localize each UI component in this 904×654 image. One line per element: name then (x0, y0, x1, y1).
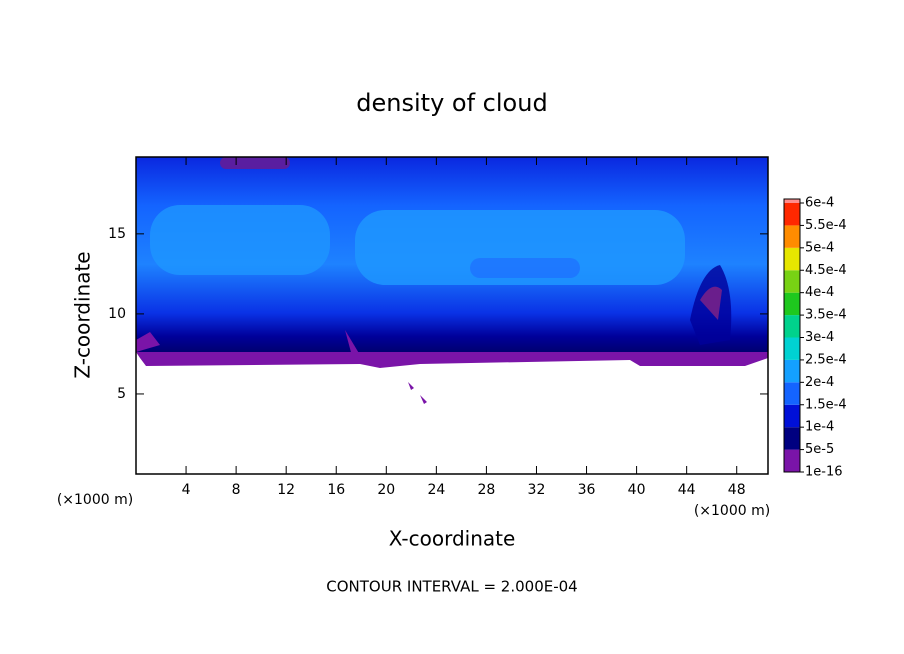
colorbar-label: 1.5e-4 (805, 397, 847, 412)
x-tick-label: 36 (578, 482, 596, 498)
colorbar-band (784, 203, 800, 226)
x-tick-label: 24 (427, 482, 445, 498)
x-tick-label: 8 (232, 482, 241, 498)
colorbar-label: 5.5e-4 (805, 218, 847, 233)
x-tick-label: 44 (678, 482, 696, 498)
x-tick-label: 12 (277, 482, 295, 498)
field-region (408, 382, 427, 404)
colorbar-band (784, 449, 800, 472)
axis-unit: (×1000 m) (694, 503, 770, 519)
colorbar-band (784, 337, 800, 360)
colorbar-label: 5e-4 (805, 240, 834, 255)
colorbar-band (784, 199, 800, 203)
colorbar-label: 3e-4 (805, 330, 834, 345)
x-tick-label: 28 (478, 482, 496, 498)
chart-title: density of cloud (356, 89, 547, 117)
colorbar-band (784, 270, 800, 293)
field-region (355, 210, 685, 285)
x-tick-label: 48 (728, 482, 746, 498)
colorbar-label: 5e-5 (805, 442, 834, 457)
colorbar-frame (783, 198, 801, 473)
contour-field (136, 157, 768, 404)
plot-frame (135, 156, 769, 475)
colorbar-label: 6e-4 (805, 196, 834, 211)
axis-unit: (×1000 m) (57, 492, 133, 508)
colorbar-band (784, 404, 800, 428)
field-region (136, 352, 768, 368)
colorbar-band (784, 315, 800, 338)
field-region (136, 332, 160, 352)
colorbar-label: 3.5e-4 (805, 308, 847, 323)
field-region (150, 205, 330, 275)
colorbar-label: 1e-16 (805, 465, 843, 480)
colorbar-band (784, 382, 800, 405)
colorbar-band (784, 427, 800, 450)
field-region (470, 258, 580, 278)
x-tick-label: 32 (528, 482, 546, 498)
field-region (345, 330, 360, 356)
field-region (700, 286, 722, 320)
colorbar-label: 2e-4 (805, 375, 834, 390)
x-tick-label: 40 (628, 482, 646, 498)
x-tick-label: 20 (377, 482, 395, 498)
y-tick-label: 10 (108, 306, 126, 322)
colorbar-band (784, 225, 800, 248)
y-axis-label: Z-coordinate (71, 251, 95, 378)
y-tick-label: 15 (108, 226, 126, 242)
colorbar-band (784, 359, 800, 383)
y-tick-label: 5 (117, 386, 126, 402)
x-tick-label: 4 (182, 482, 191, 498)
colorbar-label: 1e-4 (805, 420, 834, 435)
x-axis-label: X-coordinate (389, 527, 516, 551)
colorbar-label: 4.5e-4 (805, 263, 847, 278)
field-region (220, 157, 290, 169)
colorbar-band (784, 247, 800, 271)
colorbar-label: 2.5e-4 (805, 352, 847, 367)
colorbar-label: 4e-4 (805, 285, 834, 300)
colorbar-band (784, 292, 800, 316)
x-tick-label: 16 (327, 482, 345, 498)
footer: CONTOUR INTERVAL = 2.000E-04 (326, 578, 577, 596)
